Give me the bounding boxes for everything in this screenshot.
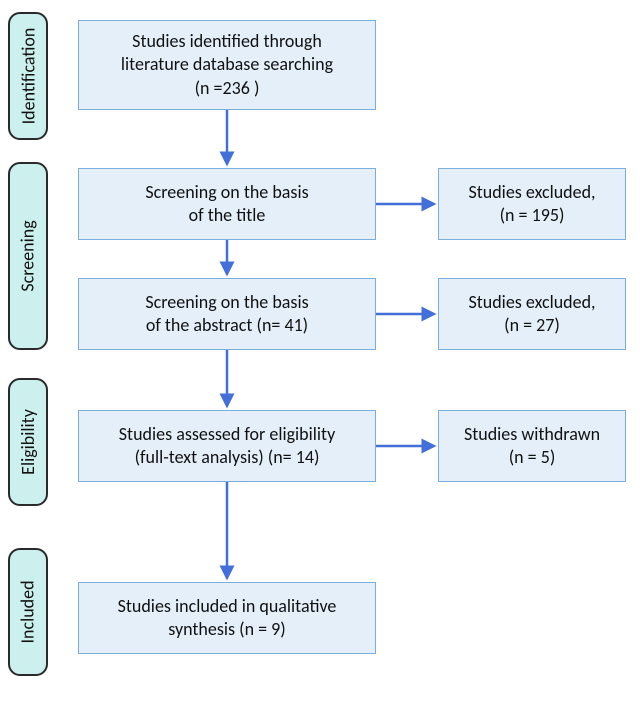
node-text-line: Studies assessed for eligibility <box>119 423 335 445</box>
node-identified: Studies identified through literature da… <box>78 20 376 110</box>
node-text-line: Studies excluded, <box>468 291 595 313</box>
node-text-line: Screening on the basis <box>145 181 308 203</box>
node-screen-abstract: Screening on the basis of the abstract (… <box>78 278 376 350</box>
node-excluded-abstract: Studies excluded, (n = 27) <box>438 278 626 350</box>
node-text-line: synthesis (n = 9) <box>168 618 285 640</box>
node-text-line: (n =236 ) <box>195 77 260 99</box>
node-text-line: literature database searching <box>121 53 333 75</box>
node-eligibility: Studies assessed for eligibility (full-t… <box>78 410 376 482</box>
stage-eligibility: Eligibility <box>8 378 48 506</box>
node-text-line: (n = 5) <box>509 446 556 468</box>
node-included: Studies included in qualitative synthesi… <box>78 582 376 654</box>
stage-screening: Screening <box>8 162 48 350</box>
stage-identification: Identification <box>8 12 48 140</box>
node-text-line: Studies withdrawn <box>464 423 600 445</box>
stage-label-text: Eligibility <box>17 409 39 475</box>
stage-label-text: Identification <box>17 28 39 125</box>
node-text-line: (full-text analysis) (n= 14) <box>135 446 320 468</box>
node-text-line: Screening on the basis <box>145 291 308 313</box>
node-text-line: of the title <box>189 204 266 226</box>
stage-included: Included <box>8 548 48 676</box>
node-text-line: of the abstract (n= 41) <box>146 314 308 336</box>
node-text-line: Studies included in qualitative <box>118 595 337 617</box>
node-text-line: (n = 195) <box>500 204 565 226</box>
node-screen-title: Screening on the basis of the title <box>78 168 376 240</box>
node-text-line: Studies identified through <box>132 30 322 52</box>
node-withdrawn: Studies withdrawn (n = 5) <box>438 410 626 482</box>
stage-label-text: Screening <box>17 220 39 291</box>
node-excluded-title: Studies excluded, (n = 195) <box>438 168 626 240</box>
node-text-line: (n = 27) <box>504 314 560 336</box>
node-text-line: Studies excluded, <box>468 181 595 203</box>
stage-label-text: Included <box>17 580 39 643</box>
